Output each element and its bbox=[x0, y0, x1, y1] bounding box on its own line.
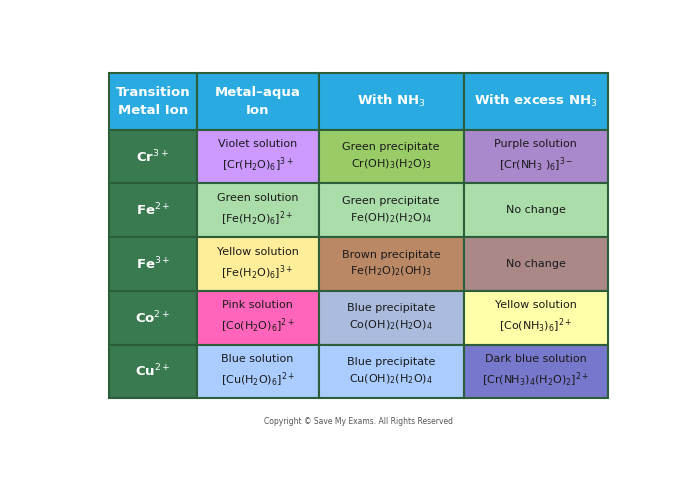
Bar bbox=[109, 291, 197, 344]
Text: Violet solution
[Cr(H$_2$O)$_6$]$^{3+}$: Violet solution [Cr(H$_2$O)$_6$]$^{3+}$ bbox=[218, 139, 298, 174]
Text: No change: No change bbox=[506, 259, 566, 269]
Text: Metal–aqua
Ion: Metal–aqua Ion bbox=[215, 86, 300, 117]
Bar bbox=[318, 130, 463, 184]
Text: Blue precipitate
Cu(OH)$_2$(H$_2$O)$_4$: Blue precipitate Cu(OH)$_2$(H$_2$O)$_4$ bbox=[347, 357, 435, 385]
Bar bbox=[318, 73, 463, 130]
Bar bbox=[463, 344, 608, 398]
Bar bbox=[109, 344, 197, 398]
Bar bbox=[463, 130, 608, 184]
Bar bbox=[109, 130, 197, 184]
Text: Green precipitate
Cr(OH)$_3$(H$_2$O)$_3$: Green precipitate Cr(OH)$_3$(H$_2$O)$_3$ bbox=[342, 142, 440, 171]
Text: Copyright © Save My Exams. All Rights Reserved: Copyright © Save My Exams. All Rights Re… bbox=[265, 417, 454, 426]
Bar bbox=[197, 184, 318, 237]
Bar bbox=[109, 73, 197, 130]
Bar bbox=[463, 291, 608, 344]
Text: Yellow solution
[Co(NH$_3$)$_6$]$^{2+}$: Yellow solution [Co(NH$_3$)$_6$]$^{2+}$ bbox=[495, 300, 577, 335]
Text: Brown precipitate
Fe(H$_2$O)$_2$(OH)$_3$: Brown precipitate Fe(H$_2$O)$_2$(OH)$_3$ bbox=[342, 250, 440, 278]
Text: No change: No change bbox=[506, 205, 566, 215]
Text: With excess NH$_3$: With excess NH$_3$ bbox=[475, 93, 598, 109]
Bar bbox=[318, 237, 463, 291]
Bar bbox=[197, 237, 318, 291]
Text: Dark blue solution
[Cr(NH$_3$)$_4$(H$_2$O)$_2$]$^{2+}$: Dark blue solution [Cr(NH$_3$)$_4$(H$_2$… bbox=[482, 354, 589, 389]
Text: Blue solution
[Cu(H$_2$O)$_6$]$^{2+}$: Blue solution [Cu(H$_2$O)$_6$]$^{2+}$ bbox=[220, 354, 295, 389]
Text: Fe$^{2+}$: Fe$^{2+}$ bbox=[136, 202, 170, 219]
Text: With NH$_3$: With NH$_3$ bbox=[357, 93, 426, 109]
Bar bbox=[463, 237, 608, 291]
Bar bbox=[197, 73, 318, 130]
Bar bbox=[318, 344, 463, 398]
Bar bbox=[197, 291, 318, 344]
Text: Blue precipitate
Co(OH)$_2$(H$_2$O)$_4$: Blue precipitate Co(OH)$_2$(H$_2$O)$_4$ bbox=[347, 303, 435, 332]
Text: Yellow solution
[Fe(H$_2$O)$_6$]$^{3+}$: Yellow solution [Fe(H$_2$O)$_6$]$^{3+}$ bbox=[217, 246, 299, 282]
Text: Co$^{2+}$: Co$^{2+}$ bbox=[135, 310, 171, 326]
Bar bbox=[197, 130, 318, 184]
Bar bbox=[318, 291, 463, 344]
Bar bbox=[463, 73, 608, 130]
Bar bbox=[109, 184, 197, 237]
Bar bbox=[109, 237, 197, 291]
Text: Green precipitate
Fe(OH)$_2$(H$_2$O)$_4$: Green precipitate Fe(OH)$_2$(H$_2$O)$_4$ bbox=[342, 196, 440, 225]
Bar bbox=[318, 184, 463, 237]
Text: Cu$^{2+}$: Cu$^{2+}$ bbox=[135, 363, 171, 380]
Text: Green solution
[Fe(H$_2$O)$_6$]$^{2+}$: Green solution [Fe(H$_2$O)$_6$]$^{2+}$ bbox=[217, 193, 298, 228]
Text: Fe$^{3+}$: Fe$^{3+}$ bbox=[136, 256, 170, 272]
Text: Cr$^{3+}$: Cr$^{3+}$ bbox=[136, 148, 169, 165]
Text: Purple solution
[Cr(NH$_3$ )$_6$]$^{3-}$: Purple solution [Cr(NH$_3$ )$_6$]$^{3-}$ bbox=[494, 139, 578, 174]
Text: Transition
Metal Ion: Transition Metal Ion bbox=[116, 86, 190, 117]
Bar bbox=[463, 184, 608, 237]
Bar bbox=[197, 344, 318, 398]
Text: Pink solution
[Co(H$_2$O)$_6$]$^{2+}$: Pink solution [Co(H$_2$O)$_6$]$^{2+}$ bbox=[220, 300, 295, 335]
